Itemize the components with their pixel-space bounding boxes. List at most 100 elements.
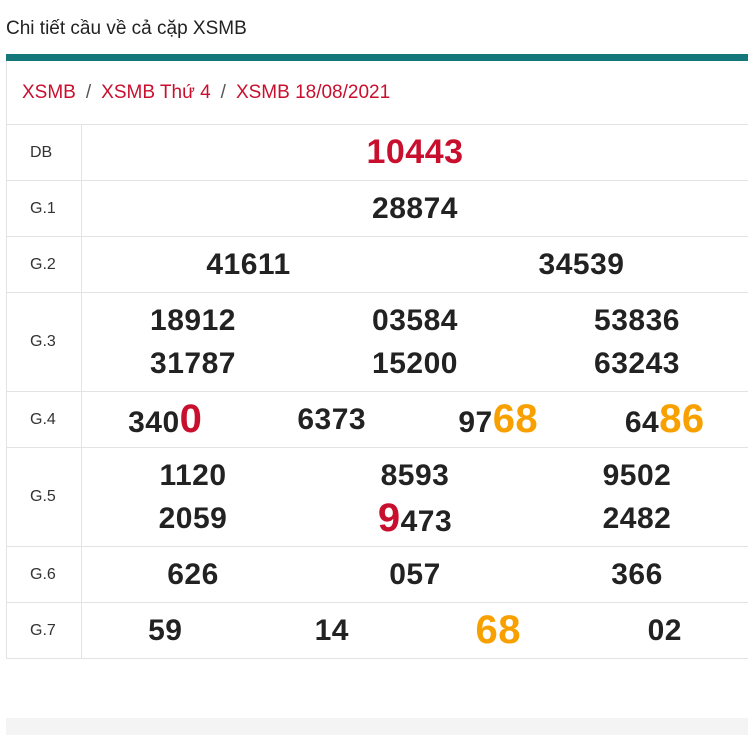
prize-row: DB 10443: [6, 125, 748, 181]
prize-label: DB: [7, 125, 82, 180]
number-part: 6373: [297, 402, 367, 436]
number-part: 03584: [372, 303, 458, 337]
number-part: 10443: [366, 133, 464, 171]
prize-label: G.2: [7, 237, 82, 292]
number-line: 41611 34539: [82, 243, 748, 286]
page-title: Chi tiết cầu về cả cặp XSMB: [6, 18, 247, 39]
number-line: 10443: [82, 131, 748, 174]
number: 14: [249, 614, 416, 648]
number-part: 1120: [159, 458, 227, 492]
number-part: 14: [314, 613, 349, 647]
number-part: 64: [624, 406, 660, 439]
number-part: 057: [389, 557, 441, 591]
breadcrumb-separator: /: [220, 81, 226, 103]
prize-numbers: 59 14 68 02: [82, 603, 748, 658]
number: 10443: [82, 133, 748, 172]
number-part: 86: [659, 397, 705, 441]
prize-numbers: 626 057 366: [82, 547, 748, 602]
results-table: DB 10443 G.1 28874 G.2 41611 34539 G.3 18912 0358…: [6, 124, 748, 659]
number-part: 9: [377, 496, 401, 540]
number-part: 41611: [206, 247, 291, 281]
number: 34539: [415, 248, 748, 282]
number-part: 9502: [602, 458, 672, 492]
prize-row: G.2 41611 34539: [6, 237, 748, 293]
number: 366: [526, 558, 748, 592]
breadcrumb: XSMB / XSMB Thứ 4 / XSMB 18/08/2021: [6, 61, 748, 124]
number: 68: [415, 608, 582, 653]
prize-numbers: 1120 8593 9502 2059 9473 2482: [82, 448, 748, 546]
number: 057: [304, 558, 526, 592]
number-part: 97: [458, 406, 493, 439]
breadcrumb-link[interactable]: XSMB 18/08/2021: [235, 81, 391, 103]
prize-numbers: 28874: [82, 181, 748, 236]
number-line: 59 14 68 02: [82, 608, 748, 653]
number: 03584: [304, 304, 526, 338]
number-part: 31787: [150, 346, 236, 380]
number-part: 626: [167, 557, 219, 591]
number-line: 1120 8593 9502: [82, 454, 748, 497]
number-part: 63243: [594, 346, 680, 380]
number: 9473: [304, 496, 526, 541]
number-part: 02: [647, 613, 682, 647]
prize-label: G.1: [7, 181, 82, 236]
number-part: 68: [475, 608, 521, 652]
number: 626: [82, 558, 304, 592]
breadcrumb-link[interactable]: XSMB Thứ 4: [101, 81, 211, 103]
number: 9768: [415, 397, 582, 442]
number-line: 2059 9473 2482: [82, 496, 748, 541]
number: 1120: [82, 459, 304, 493]
prize-label: G.5: [7, 448, 82, 546]
prize-numbers: 41611 34539: [82, 237, 748, 292]
number-line: 18912 03584 53836: [82, 299, 748, 342]
number-part: 340: [128, 406, 180, 439]
number-part: 2059: [158, 501, 228, 535]
number: 15200: [304, 347, 526, 381]
prize-label: G.3: [7, 293, 82, 391]
number: 02: [582, 614, 748, 648]
breadcrumb-link[interactable]: XSMB: [22, 81, 76, 103]
prize-row: G.5 1120 8593 9502 2059 9473 2482: [6, 448, 748, 547]
prize-numbers: 3400 6373 9768 6486: [82, 392, 748, 447]
number-part: 59: [148, 613, 183, 647]
prize-numbers: 18912 03584 53836 31787 15200 63243: [82, 293, 748, 391]
number: 31787: [82, 347, 304, 381]
number-part: 18912: [150, 303, 236, 337]
breadcrumb-separator: /: [85, 81, 92, 103]
prize-row: G.1 28874: [6, 181, 748, 237]
number: 2482: [526, 502, 748, 536]
number: 8593: [304, 459, 526, 493]
number-part: 0: [179, 397, 203, 441]
number-part: 366: [611, 557, 663, 591]
number-line: 28874: [82, 187, 748, 230]
table-footer: [6, 718, 748, 735]
number: 59: [82, 614, 249, 648]
number: 18912: [82, 304, 304, 338]
number: 53836: [526, 304, 748, 338]
prize-row: G.3 18912 03584 53836 31787 15200 63243: [6, 293, 748, 392]
number-part: 28874: [372, 191, 458, 225]
number: 9502: [526, 459, 748, 493]
number-part: 2482: [602, 501, 672, 535]
number: 2059: [82, 502, 304, 536]
prize-label: G.4: [7, 392, 82, 447]
number: 63243: [526, 347, 748, 381]
number-line: 3400 6373 9768 6486: [82, 397, 748, 442]
number-part: 473: [400, 505, 453, 538]
prize-numbers: 10443: [82, 125, 748, 180]
number-part: 53836: [594, 303, 680, 337]
prize-label: G.7: [7, 603, 82, 658]
prize-row: G.6 626 057 366: [6, 547, 748, 603]
prize-row: G.4 3400 6373 9768 6486: [6, 392, 748, 448]
number-part: 15200: [372, 346, 458, 380]
number: 6373: [249, 403, 416, 437]
number-line: 626 057 366: [82, 553, 748, 596]
title-bar: [6, 54, 748, 61]
number-part: 8593: [380, 458, 450, 492]
prize-row: G.7 59 14 68 02: [6, 603, 748, 659]
number-part: 68: [492, 397, 539, 441]
number: 41611: [82, 248, 415, 282]
number-part: 34539: [538, 247, 625, 281]
prize-label: G.6: [7, 547, 82, 602]
number: 28874: [82, 192, 748, 226]
